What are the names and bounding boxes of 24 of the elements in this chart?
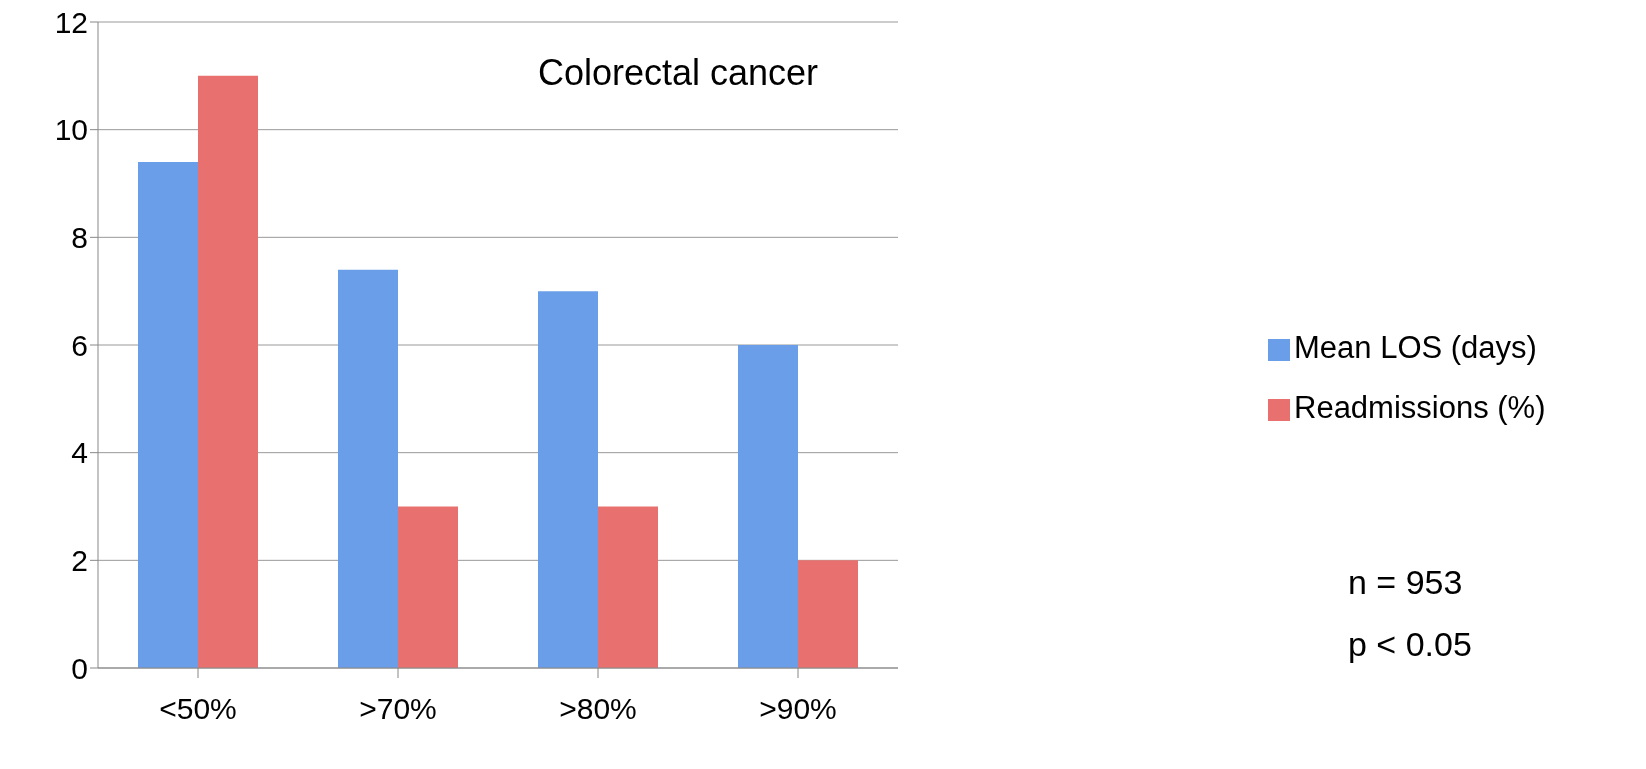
y-tick-label: 8 bbox=[71, 220, 88, 254]
x-tick-label: >90% bbox=[759, 692, 837, 726]
bar bbox=[738, 345, 798, 668]
text: Colorectal cancer bbox=[536, 52, 820, 94]
bar bbox=[798, 560, 858, 668]
bar bbox=[398, 506, 458, 668]
y-tick-label: 4 bbox=[71, 436, 88, 470]
x-tick-label: >80% bbox=[559, 692, 637, 726]
y-tick-label: 12 bbox=[54, 5, 88, 39]
bar bbox=[538, 291, 598, 668]
text: p < 0.05 bbox=[1348, 625, 1472, 664]
y-tick-label: 2 bbox=[71, 543, 88, 577]
legend-label: Mean LOS (days) bbox=[1294, 330, 1537, 365]
x-tick-label: >70% bbox=[359, 692, 437, 726]
y-tick-label: 10 bbox=[54, 113, 88, 147]
legend-label: Readmissions (%) bbox=[1294, 390, 1546, 425]
bar bbox=[338, 269, 398, 668]
x-tick-label: <50% bbox=[159, 692, 237, 726]
y-tick-label: 6 bbox=[71, 328, 88, 362]
y-tick-label: 0 bbox=[71, 651, 88, 685]
bar bbox=[598, 506, 658, 668]
bar bbox=[198, 75, 258, 668]
text: n = 953 bbox=[1348, 563, 1463, 602]
bar bbox=[138, 161, 198, 668]
